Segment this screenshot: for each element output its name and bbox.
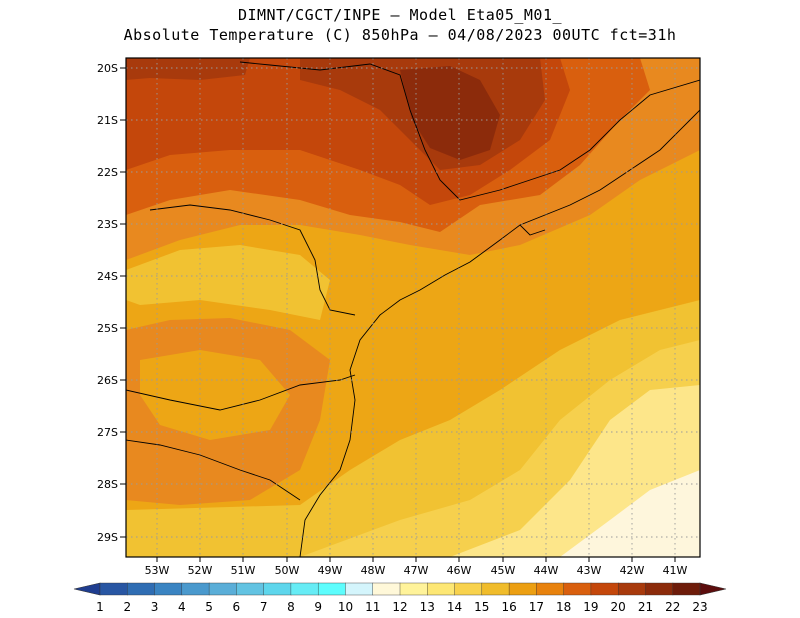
state-border-1 bbox=[126, 439, 301, 501]
title-line-1: DIMNT/CGCT/INPE – Model Eta05_M01_ bbox=[237, 6, 563, 24]
colorbar-swatch bbox=[399, 582, 428, 596]
colorbar-label: 14 bbox=[447, 600, 462, 614]
colorbar-label: 20 bbox=[611, 600, 626, 614]
lon-label: 42W bbox=[620, 564, 645, 577]
colorbar-label: 2 bbox=[123, 600, 131, 614]
lon-label: 52W bbox=[188, 564, 213, 577]
field-21 bbox=[400, 66, 500, 160]
coastline bbox=[126, 61, 700, 557]
colorbar-label: 10 bbox=[338, 600, 353, 614]
lat-label: 27S bbox=[97, 426, 118, 439]
lat-label: 29S bbox=[97, 531, 118, 544]
lat-label: 25S bbox=[97, 322, 118, 335]
colorbar-label: 15 bbox=[474, 600, 489, 614]
colorbar-label: 22 bbox=[665, 600, 680, 614]
colorbar-arrow-high bbox=[699, 582, 727, 596]
colorbar-swatch bbox=[236, 582, 265, 596]
field-16-mid bbox=[126, 245, 330, 320]
colorbar-label: 7 bbox=[260, 600, 268, 614]
lon-label: 50W bbox=[275, 564, 300, 577]
lat-label: 23S bbox=[97, 218, 118, 231]
lon-label: 44W bbox=[534, 564, 559, 577]
colorbar-label: 17 bbox=[529, 600, 544, 614]
colorbar-swatch bbox=[263, 582, 292, 596]
field-12 bbox=[560, 470, 700, 557]
colorbar-label: 11 bbox=[365, 600, 380, 614]
lon-label: 53W bbox=[145, 564, 170, 577]
lat-label: 28S bbox=[97, 478, 118, 491]
lon-label: 45W bbox=[491, 564, 516, 577]
colorbar-label: 23 bbox=[692, 600, 707, 614]
colorbar-label: 18 bbox=[556, 600, 571, 614]
lat-label: 22S bbox=[97, 166, 118, 179]
state-border-5 bbox=[519, 224, 546, 236]
lon-label: 47W bbox=[404, 564, 429, 577]
colorbar-swatch bbox=[208, 582, 237, 596]
title-line-2: Absolute Temperature (C) 850hPa – 04/08/… bbox=[123, 26, 677, 44]
colorbar-swatch bbox=[181, 582, 210, 596]
colorbar-swatch bbox=[590, 582, 619, 596]
lon-label: 43W bbox=[577, 564, 602, 577]
coast-line bbox=[299, 109, 700, 557]
field-16-west bbox=[140, 350, 290, 440]
colorbar-label: 5 bbox=[205, 600, 213, 614]
state-border-4 bbox=[239, 61, 700, 201]
colorbar-label: 21 bbox=[638, 600, 653, 614]
colorbar-swatch bbox=[372, 582, 401, 596]
map-frame bbox=[125, 57, 701, 558]
colorbar-label: 12 bbox=[392, 600, 407, 614]
colorbar-swatch bbox=[617, 582, 646, 596]
colorbar-swatch bbox=[154, 582, 183, 596]
lat-label: 26S bbox=[97, 374, 118, 387]
lat-label: 24S bbox=[97, 270, 118, 283]
colorbar-label: 4 bbox=[178, 600, 186, 614]
colorbar-label: 13 bbox=[420, 600, 435, 614]
lat-label: 21S bbox=[97, 114, 118, 127]
colorbar-swatch bbox=[127, 582, 156, 596]
colorbar-swatch bbox=[481, 582, 510, 596]
colorbar-label: 19 bbox=[583, 600, 598, 614]
colorbar-label: 8 bbox=[287, 600, 295, 614]
colorbar-swatch bbox=[536, 582, 565, 596]
state-border-3 bbox=[149, 204, 356, 316]
colorbar-swatch bbox=[317, 582, 346, 596]
lon-label: 46W bbox=[447, 564, 472, 577]
lat-label: 20S bbox=[97, 62, 118, 75]
colorbar-label: 9 bbox=[314, 600, 322, 614]
temperature-field bbox=[126, 58, 700, 557]
colorbar-swatch bbox=[99, 582, 128, 596]
colorbar-swatch bbox=[427, 582, 456, 596]
lon-label: 51W bbox=[231, 564, 256, 577]
colorbar-arrow-low bbox=[73, 582, 101, 596]
colorbar-label: 16 bbox=[501, 600, 516, 614]
lon-axis: 53W 52W 51W 50W 49W 48W 47W 46W 45W 44W … bbox=[145, 557, 688, 577]
colorbar-swatch bbox=[290, 582, 319, 596]
colorbar: 1 2 3 4 5 6 7 8 9 10 11 12 13 14 15 16 17 18 19 20 21 22 23 bbox=[73, 582, 727, 614]
colorbar-swatch bbox=[645, 582, 674, 596]
lat-axis: 20S 21S 22S 23S 24S 25S 26S 27S 28S 29S bbox=[97, 62, 126, 544]
colorbar-label: 1 bbox=[96, 600, 104, 614]
lon-label: 41W bbox=[663, 564, 688, 577]
state-border-2 bbox=[126, 374, 356, 411]
lon-label: 48W bbox=[361, 564, 386, 577]
colorbar-swatch bbox=[563, 582, 592, 596]
colorbar-label: 6 bbox=[233, 600, 241, 614]
colorbar-label: 3 bbox=[151, 600, 159, 614]
colorbar-swatch bbox=[345, 582, 374, 596]
colorbar-swatch bbox=[454, 582, 483, 596]
gridlines bbox=[126, 58, 700, 557]
colorbar-swatch bbox=[672, 582, 701, 596]
lon-label: 49W bbox=[318, 564, 343, 577]
colorbar-swatch bbox=[508, 582, 537, 596]
